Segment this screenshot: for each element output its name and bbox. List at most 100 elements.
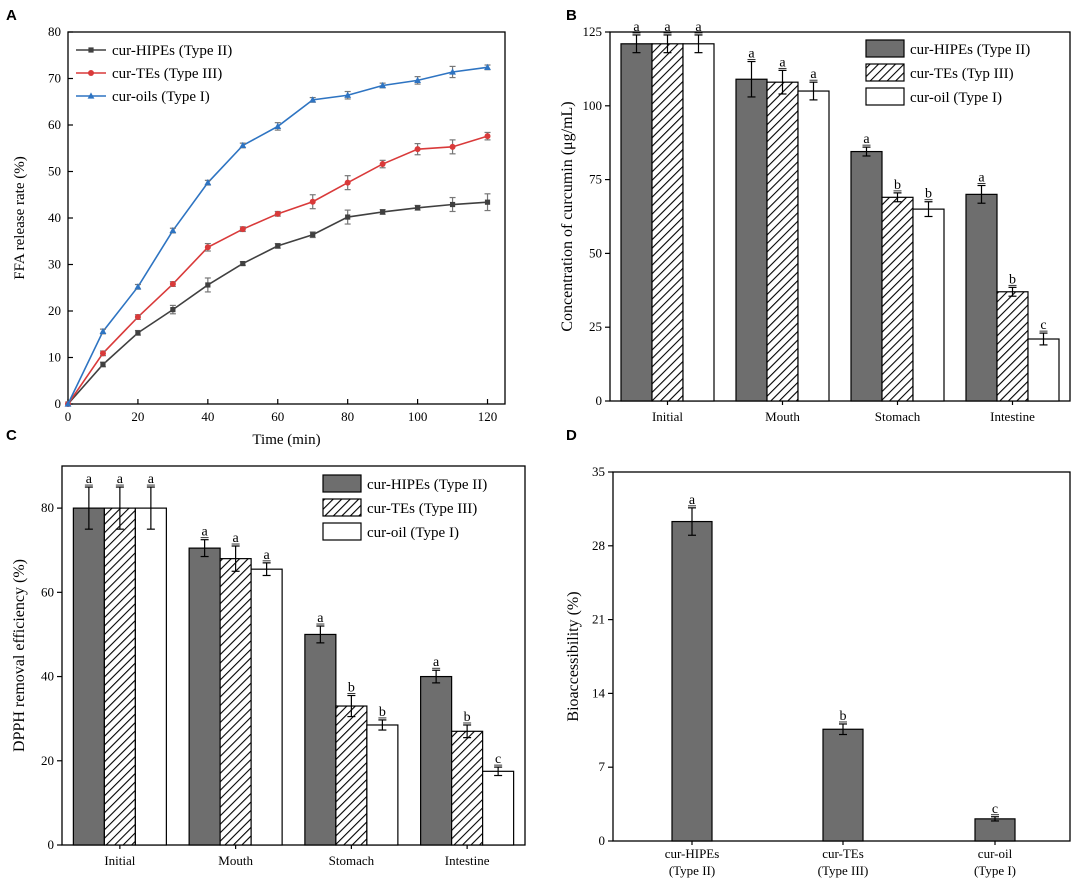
- data-point: [449, 68, 456, 75]
- legend-marker: [88, 47, 94, 53]
- significance-label: a: [978, 171, 985, 186]
- error-bar: [378, 719, 387, 731]
- y-tick-label: 7: [599, 759, 606, 774]
- x-tick-label: (Type II): [669, 863, 715, 878]
- legend-label: cur-HIPEs (Type II): [112, 43, 232, 59]
- panel-letter-d: D: [566, 427, 577, 444]
- bar: [250, 568, 283, 846]
- x-tick-label: 40: [201, 409, 214, 424]
- y-tick-label: 100: [583, 98, 603, 113]
- bar: [219, 558, 252, 846]
- data-point: [379, 81, 387, 89]
- error-bar: [809, 81, 818, 101]
- data-point: [239, 141, 247, 149]
- legend-label: cur-HIPEs (Type II): [910, 42, 1030, 58]
- legend-swatch: [322, 498, 362, 517]
- error-bar: [694, 34, 703, 54]
- data-point: [449, 143, 456, 150]
- bar: [103, 507, 136, 846]
- y-tick-label: 14: [592, 685, 606, 700]
- legend-marker: [88, 70, 94, 76]
- series-line: [67, 66, 488, 405]
- significance-label: b: [348, 681, 355, 696]
- legend-marker: [87, 92, 95, 99]
- legend-swatch: [322, 474, 362, 493]
- series-line: [67, 201, 488, 405]
- significance-label: a: [264, 548, 271, 563]
- legend-label: cur-TEs (Type III): [112, 66, 222, 82]
- legend: cur-HIPEs (Type II) cur-TEs (Typ III) cur-…: [865, 39, 1030, 106]
- data-point: [380, 209, 386, 215]
- error-bar: [1039, 332, 1048, 346]
- error-bar: [991, 816, 999, 822]
- x-tick-label: Intestine: [990, 409, 1035, 424]
- bar: [850, 150, 883, 402]
- error-bar: [432, 669, 441, 684]
- data-point: [484, 133, 491, 140]
- x-tick-label: 20: [131, 409, 144, 424]
- significance-label: b: [1009, 272, 1016, 287]
- y-tick-label: 40: [48, 210, 61, 225]
- x-tick-label: Stomach: [875, 409, 921, 424]
- data-point: [169, 281, 176, 288]
- y-axis-label: FFA release rate (%): [12, 156, 28, 279]
- y-tick-label: 80: [48, 24, 61, 39]
- significance-label: a: [317, 611, 324, 626]
- series-3: [64, 63, 491, 407]
- legend-label: cur-TEs (Typ III): [910, 66, 1014, 82]
- error-bar: [316, 625, 325, 644]
- y-tick-label: 0: [48, 837, 55, 852]
- y-tick-label: 60: [41, 584, 54, 599]
- data-point: [274, 210, 281, 217]
- y-tick-label: 50: [589, 245, 602, 260]
- bar: [822, 728, 864, 842]
- bar: [974, 818, 1016, 842]
- x-tick-label: Intestine: [445, 853, 490, 868]
- legend: cur-HIPEs (Type II) cur-TEs (Type III) cur…: [322, 474, 487, 541]
- significance-label: c: [495, 752, 501, 767]
- data-point: [135, 330, 141, 336]
- y-tick-label: 10: [48, 350, 61, 365]
- significance-label: a: [779, 55, 786, 70]
- significance-label: b: [464, 710, 471, 725]
- error-bar: [632, 34, 641, 54]
- error-bar: [688, 507, 696, 536]
- error-bar: [893, 192, 902, 203]
- bar: [912, 208, 945, 402]
- bar: [366, 724, 399, 846]
- significance-label: a: [202, 525, 209, 540]
- data-point: [204, 244, 211, 251]
- y-tick-label: 40: [41, 669, 54, 684]
- y-tick-label: 50: [48, 164, 61, 179]
- bar: [620, 43, 653, 402]
- x-tick-label: 0: [65, 409, 72, 424]
- x-tick-label: Mouth: [218, 853, 253, 868]
- significance-label: a: [664, 20, 671, 35]
- legend-label: cur-TEs (Type III): [367, 501, 477, 517]
- data-point: [100, 361, 106, 368]
- x-axis-label: Time (min): [252, 432, 320, 448]
- data-point: [239, 226, 246, 233]
- data-point: [484, 199, 491, 205]
- significance-label: b: [840, 709, 847, 724]
- x-tick-label: 60: [271, 409, 284, 424]
- significance-label: b: [894, 178, 901, 193]
- data-point: [344, 179, 351, 186]
- data-point: [134, 314, 141, 321]
- series-2: [65, 131, 491, 407]
- data-point: [484, 63, 491, 70]
- panel-b-bar-chart: 0 25 50 75 100 125 Concentration of curcumin (…: [559, 20, 1071, 424]
- legend: cur-HIPEs (Type II) cur-TEs (Type III) cur…: [76, 43, 232, 105]
- significance-label: a: [233, 531, 240, 546]
- panel-letter-a: A: [6, 7, 17, 24]
- data-point: [345, 214, 351, 220]
- data-point: [309, 96, 317, 103]
- data-point: [310, 232, 316, 238]
- bar: [188, 547, 221, 846]
- error-bar: [862, 146, 871, 157]
- y-axis-label: DPPH removal efficiency (%): [11, 559, 28, 752]
- significance-label: a: [148, 472, 155, 487]
- series-1: [65, 193, 491, 407]
- data-point: [169, 226, 177, 234]
- legend-label: cur-oils (Type I): [112, 89, 210, 105]
